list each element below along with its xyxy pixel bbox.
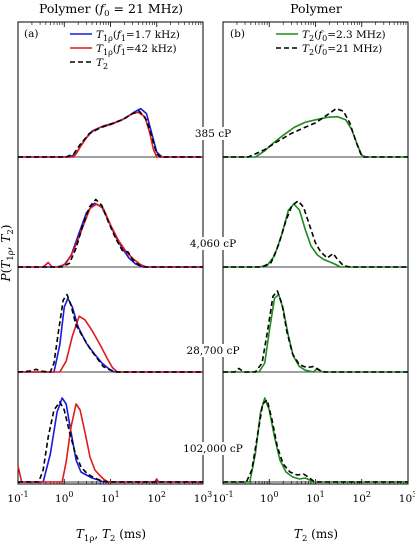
x-axis-label-a: T1ρ, T2 (ms): [76, 527, 146, 544]
x-tick-label-a: 103: [194, 490, 212, 505]
series-line-a-3-1: [17, 403, 203, 483]
legend-b-label-green: T2(f0=2.3 MHz): [302, 29, 386, 43]
x-tick-label-b: 103: [399, 490, 415, 505]
series-line-a-1-2: [18, 198, 203, 268]
series-line-b-1-1: [223, 200, 408, 268]
series-line-b-2-1: [223, 290, 408, 373]
y-axis-label: P(T1ρ, T2): [0, 225, 16, 283]
series-line-a-0-2: [18, 110, 203, 158]
viscosity-label-bg: [185, 237, 241, 250]
x-tick-label-a: 10-1: [7, 490, 28, 505]
panel-b-title: Polymer: [290, 1, 342, 16]
series-line-a-3-2: [18, 401, 203, 483]
series-line-b-3-0: [223, 397, 408, 483]
series-line-b-1-0: [223, 203, 408, 268]
viscosity-labels: 385 cP 4,060 cP 28,700 cP 102,000 cP: [179, 127, 247, 455]
curves-layer: [17, 107, 408, 483]
viscosity-label: 4,060 cP: [190, 238, 236, 250]
series-line-a-2-2: [17, 293, 203, 373]
panel-b-letter: (b): [230, 28, 245, 40]
viscosity-label: 385 cP: [195, 128, 231, 140]
viscosity-label: 28,700 cP: [186, 345, 239, 357]
series-line-a-0-0: [18, 107, 203, 158]
series-line-a-0-1: [18, 111, 203, 158]
panel-a-frame: [17, 21, 204, 485]
panel-a-letter: (a): [24, 28, 38, 40]
viscosity-label-bg: [182, 344, 244, 357]
legend-b-label-dashed: T2(f0=21 MHz): [302, 43, 382, 57]
series-line-a-2-0: [18, 297, 203, 373]
panel-a-legend: T1ρ(f1=1.7 kHz) T1ρ(f1=42 kHz) T2: [70, 29, 180, 71]
series-line-b-2-0: [223, 293, 408, 373]
panel-b-legend: T2(f0=2.3 MHz) T2(f0=21 MHz): [276, 29, 386, 57]
x-tick-label-a: 102: [148, 490, 166, 505]
x-tick-label-b: 102: [353, 490, 371, 505]
legend-a-label-blue: T1ρ(f1=1.7 kHz): [96, 29, 180, 43]
series-line-a-2-1: [18, 315, 203, 373]
viscosity-label-bg: [179, 442, 247, 455]
series-line-a-3-0: [18, 397, 203, 483]
x-tick-label-a: 101: [101, 490, 119, 505]
legend-a-label-red: T1ρ(f1=42 kHz): [96, 43, 177, 57]
viscosity-label-bg: [192, 127, 234, 140]
x-tick-label-a: 100: [55, 490, 73, 505]
series-line-b-0-1: [223, 107, 408, 158]
series-line-a-1-0: [18, 202, 203, 268]
legend-a-label-dashed: T2: [96, 57, 108, 71]
x-axis-label-b: T2 (ms): [294, 527, 338, 544]
viscosity-label: 102,000 cP: [183, 443, 243, 455]
series-line-b-3-1: [223, 399, 408, 483]
x-tick-label-b: 101: [306, 490, 324, 505]
x-tick-label-b: 100: [260, 490, 278, 505]
series-line-a-1-1: [18, 203, 203, 268]
x-tick-label-b: 10-1: [212, 490, 233, 505]
panel-a-title: Polymer (f0 = 21 MHz): [39, 1, 183, 19]
